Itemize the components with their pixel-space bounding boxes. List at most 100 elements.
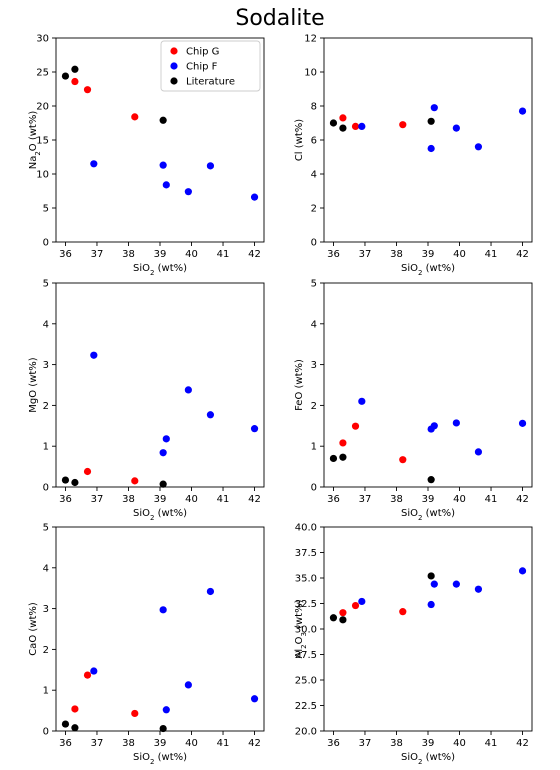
data-point xyxy=(430,580,438,588)
y-tick-label: 2 xyxy=(43,645,49,656)
data-point xyxy=(518,419,527,427)
x-tick-label: 40 xyxy=(453,249,466,260)
data-point xyxy=(162,435,170,443)
x-tick-label: 42 xyxy=(516,494,529,505)
series-literature xyxy=(61,65,167,124)
data-point xyxy=(250,193,259,201)
x-tick-label: 42 xyxy=(516,249,529,260)
series-chip-g xyxy=(339,422,407,464)
x-tick-label: 40 xyxy=(185,494,198,505)
x-tick-label: 40 xyxy=(185,249,198,260)
y-tick-label: 0 xyxy=(311,483,317,494)
y-tick-label: 1 xyxy=(43,686,49,697)
data-point xyxy=(427,476,435,484)
series-chip-f xyxy=(358,397,527,456)
panel-na2o: 36 37 38 39 40 41 42 0 5 10 15 20 25 30 SiO2 (wt%) Na2O… xyxy=(28,34,265,277)
legend-label: Chip F xyxy=(186,62,218,73)
x-tick-label: 39 xyxy=(154,494,167,505)
x-tick-label: 41 xyxy=(217,494,230,505)
y-tick-label: 5 xyxy=(43,204,49,215)
x-tick-label: 39 xyxy=(422,249,435,260)
data-point xyxy=(358,597,366,606)
data-point xyxy=(399,121,407,129)
data-point xyxy=(71,77,79,86)
data-point xyxy=(184,386,192,394)
data-point xyxy=(339,439,347,447)
data-point xyxy=(131,477,139,485)
x-tick-label: 36 xyxy=(327,494,340,505)
figure-title: Sodalite xyxy=(235,6,325,31)
x-tick-label: 42 xyxy=(516,738,529,749)
y-tick-label: 1 xyxy=(311,442,317,453)
y-tick-label: 0 xyxy=(43,238,49,249)
x-tick-label: 41 xyxy=(217,738,230,749)
x-tick-label: 36 xyxy=(59,494,72,505)
data-point xyxy=(399,608,407,616)
data-point xyxy=(339,616,347,624)
x-tick-label: 38 xyxy=(122,249,135,260)
data-point xyxy=(518,567,527,575)
x-tick-label: 39 xyxy=(154,738,167,749)
y-tick-label: 5 xyxy=(311,279,317,290)
x-tick-label: 37 xyxy=(359,494,372,505)
series-chip-g xyxy=(71,671,139,718)
legend-frame xyxy=(160,40,261,92)
y-tick-label: 15 xyxy=(36,136,49,147)
y-axis-label: Al2O3 (wt%) xyxy=(294,599,308,658)
y-tick-label: 0 xyxy=(43,483,49,494)
y-tick-label: 32.5 xyxy=(295,599,317,610)
series-chip-f xyxy=(358,104,527,153)
series-chip-g xyxy=(339,601,407,617)
legend: Chip G Chip F Literature xyxy=(160,40,261,92)
series-chip-f xyxy=(90,351,259,457)
data-point xyxy=(131,709,139,718)
y-axis-label: Cl (wt%) xyxy=(294,119,305,161)
x-tick-label: 38 xyxy=(122,738,135,749)
data-point xyxy=(83,671,92,679)
series-literature xyxy=(329,572,435,624)
data-point xyxy=(427,144,435,153)
y-tick-label: 2 xyxy=(311,401,317,412)
y-tick-label: 2 xyxy=(311,204,317,215)
x-tick-label: 36 xyxy=(59,249,72,260)
x-axis-label: SiO2 (wt%) xyxy=(133,263,187,277)
x-tick-label: 41 xyxy=(485,249,498,260)
x-axis-label: SiO2 (wt%) xyxy=(401,263,455,277)
series-literature xyxy=(329,117,435,132)
y-axis-label: MgO (wt%) xyxy=(28,357,39,413)
y-tick-label: 35.0 xyxy=(295,574,317,585)
series-chip-f xyxy=(90,587,259,714)
data-point xyxy=(90,160,98,168)
data-point xyxy=(184,188,192,196)
y-tick-label: 1 xyxy=(43,442,49,453)
data-point xyxy=(71,705,79,713)
y-axis-label: Na2O (wt%) xyxy=(28,111,42,170)
y-tick-label: 3 xyxy=(311,360,317,371)
data-point xyxy=(339,453,347,461)
y-tick-label: 37.5 xyxy=(295,548,317,559)
data-point xyxy=(250,425,259,433)
y-tick-label: 2 xyxy=(43,401,49,412)
x-tick-label: 39 xyxy=(154,249,167,260)
data-point xyxy=(61,72,70,80)
panel-cao: 36 37 38 39 40 41 42 0 1 2 3 4 5 SiO2 (wt%) CaO (wt%) xyxy=(28,523,265,766)
y-tick-label: 3 xyxy=(43,604,49,615)
legend-label: Literature xyxy=(186,77,235,88)
y-tick-label: 4 xyxy=(311,319,317,330)
y-tick-label: 0 xyxy=(311,238,317,249)
data-point xyxy=(339,124,347,132)
data-point xyxy=(358,122,366,130)
data-point xyxy=(430,104,438,112)
data-point xyxy=(452,419,460,427)
data-point xyxy=(427,572,435,580)
y-tick-label: 10 xyxy=(304,68,317,79)
y-tick-label: 0 xyxy=(43,727,49,738)
data-point xyxy=(339,114,347,122)
data-point xyxy=(250,695,259,703)
y-tick-label: 4 xyxy=(43,319,49,330)
y-tick-label: 25.0 xyxy=(295,676,317,687)
data-point xyxy=(90,351,98,359)
y-tick-label: 5 xyxy=(43,279,49,290)
series-chip-g xyxy=(339,114,407,130)
